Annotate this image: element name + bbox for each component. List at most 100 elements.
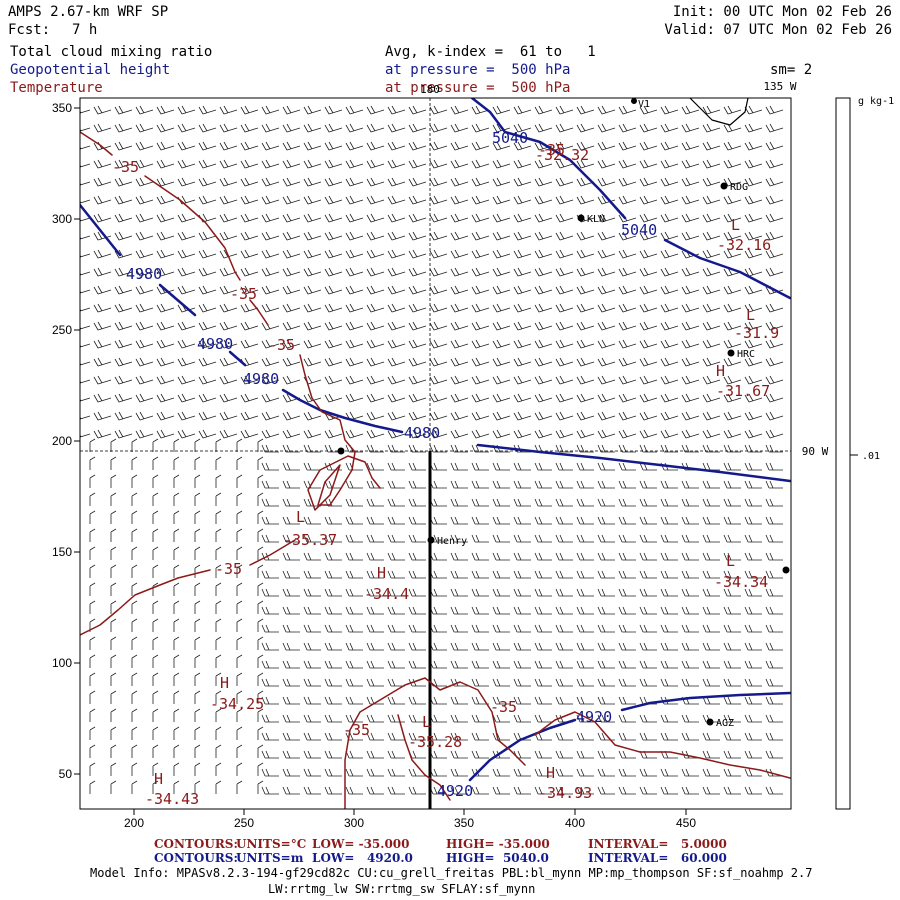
valid-time: Valid: 07 UTC Mon 02 Feb 26 [664, 22, 892, 38]
temp-contour-b [144, 175, 241, 281]
extremum-value: -34.34 [714, 573, 768, 591]
height-label: 4980 [197, 335, 233, 353]
station-marker [631, 98, 637, 104]
station-marker [727, 349, 735, 357]
contour-5040-a [470, 98, 627, 220]
temp-high: HIGH= -35.000 [446, 837, 550, 851]
temperature-extrema: L -32.16 -32.32 L -31.9 H -31.67 L -35.3… [145, 146, 779, 808]
x-axis-labels: 200 250 300 350 400 450 [124, 816, 696, 830]
temp-contour-c [249, 299, 269, 326]
field-geopotential: Geopotential height [10, 62, 171, 78]
field-temperature: Temperature [10, 80, 103, 96]
temp-label: -35 [538, 141, 565, 159]
extremum-value: -32.32 [535, 146, 589, 164]
contour-4980-a [80, 203, 122, 257]
height-contours-label: CONTOURS: [154, 851, 238, 865]
y-axis-labels: 350 300 250 200 150 100 50 [52, 101, 72, 781]
temp-label: -35 [343, 721, 370, 739]
y-tick-label: 50 [59, 767, 73, 781]
contour-5040-b [663, 238, 791, 300]
temp-label: -35 [490, 698, 517, 716]
extremum-type: L [296, 508, 305, 526]
y-tick-label: 150 [52, 545, 72, 559]
extremum-value: -32.16 [717, 236, 771, 254]
height-label: 5040 [492, 129, 528, 147]
x-tick-label: 400 [565, 816, 585, 830]
axis-ticks [74, 107, 687, 815]
temp-contour-a [80, 131, 113, 156]
extremum-value: -31.9 [734, 324, 779, 342]
colorbar-tick-label: .01 [862, 451, 880, 462]
contour-4980-b [158, 283, 197, 317]
extremum-type: H [377, 564, 386, 582]
contour-4920-a [468, 718, 577, 782]
extremum-value: -34.43 [145, 790, 199, 808]
temp-contour-d [299, 354, 381, 511]
extremum-value: -31.67 [716, 382, 770, 400]
temp-label: -35 [230, 285, 257, 303]
init-time: Init: 00 UTC Mon 02 Feb 26 [672, 4, 892, 20]
colorbar [835, 97, 851, 810]
longitude-90w-label: 90 W [802, 445, 829, 458]
extremum-type: H [154, 770, 163, 788]
height-label: 4980 [243, 370, 279, 388]
extremum-value: -34.93 [538, 784, 592, 802]
temp-label: -35 [215, 560, 242, 578]
temp-interval: INTERVAL= 5.0000 [588, 837, 727, 851]
contour-4920-b [620, 691, 791, 712]
extremum-type: L [726, 552, 735, 570]
plot-frame [79, 97, 792, 810]
temp-contour-i [534, 711, 791, 779]
model-info: Model Info: MPASv8.2.3-194-gf29cd82c CU:… [90, 866, 813, 880]
y-tick-label: 250 [52, 323, 72, 337]
extremum-type: L [422, 713, 431, 731]
x-tick-label: 250 [234, 816, 254, 830]
temp-label: -35 [268, 336, 295, 354]
extremum-value: -34.4 [364, 585, 409, 603]
contour-4980-d [281, 388, 404, 434]
y-tick-label: 200 [52, 434, 72, 448]
station-marker [720, 182, 728, 190]
colorbar-units: g kg-1 [858, 96, 894, 107]
forecast-hour: 7 h [72, 22, 98, 38]
y-tick-label: 350 [52, 101, 72, 115]
x-tick-label: 200 [124, 816, 144, 830]
station-label: RDG [730, 182, 748, 193]
model-title: AMPS 2.67-km WRF SP [8, 4, 169, 20]
coastline [689, 98, 749, 126]
y-tick-label: 300 [52, 212, 72, 226]
height-label: 4980 [404, 424, 440, 442]
height-low: LOW= 4920.0 [312, 851, 413, 865]
x-tick-label: 350 [454, 816, 474, 830]
height-label: 4980 [126, 265, 162, 283]
field-cloud-mixing: Total cloud mixing ratio [10, 44, 213, 60]
extremum-type: H [716, 362, 725, 380]
temperature-contours [80, 131, 791, 809]
station-marker [782, 566, 790, 574]
height-interval: INTERVAL= 60.000 [588, 851, 727, 865]
contour-4980-c [228, 350, 247, 367]
temp-contours-label: CONTOURS: [154, 837, 238, 851]
smoothing: sm= 2 [770, 62, 813, 78]
extremum-type: H [220, 674, 229, 692]
temp-contour-e [80, 569, 211, 636]
temp-label: -35 [112, 158, 139, 176]
wind-barb-field [80, 105, 784, 795]
extremum-type: H [546, 764, 555, 782]
height-high: HIGH= 5040.0 [446, 851, 549, 865]
model-info-physics: LW:rrtmg_lw SW:rrtmg_sw SFLAY:sf_mynn [268, 882, 536, 896]
x-tick-label: 450 [676, 816, 696, 830]
avg-k-index: Avg, k-index = 61 to 1 [385, 44, 596, 60]
height-contours [80, 98, 791, 782]
longitude-135w-label: 135 W [763, 80, 796, 93]
wind-barbs [80, 105, 784, 795]
station-label: KLN [587, 214, 605, 225]
station-label: HRC [737, 349, 755, 360]
extremum-value: -34.25 [210, 695, 264, 713]
temp-contour-g [344, 677, 526, 809]
height-units: UNITS=m [236, 851, 304, 865]
temp-units: UNITS=°C [236, 837, 307, 851]
stations: V1 RDG KLN HRC Henry AGZ [337, 98, 790, 729]
station-marker-label: V1 [638, 99, 650, 110]
